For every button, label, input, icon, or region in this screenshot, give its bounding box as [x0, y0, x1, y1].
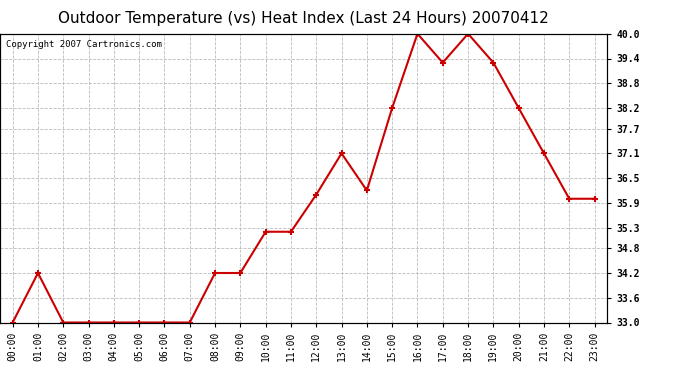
Text: Outdoor Temperature (vs) Heat Index (Last 24 Hours) 20070412: Outdoor Temperature (vs) Heat Index (Las…	[58, 11, 549, 26]
Text: Copyright 2007 Cartronics.com: Copyright 2007 Cartronics.com	[6, 39, 162, 48]
